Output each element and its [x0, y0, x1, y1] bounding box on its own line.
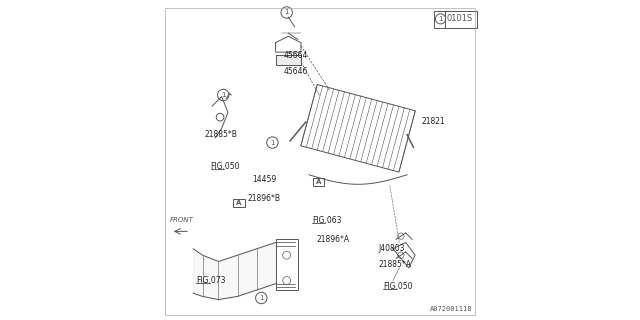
- Text: FIG.073: FIG.073: [196, 276, 226, 285]
- Bar: [434, 11, 477, 28]
- Text: J40803: J40803: [379, 244, 405, 253]
- Text: 21896*A: 21896*A: [317, 235, 350, 244]
- Text: 1: 1: [270, 140, 275, 146]
- Text: 21885*A: 21885*A: [379, 260, 412, 269]
- Text: 1: 1: [221, 92, 225, 98]
- Text: A072001118: A072001118: [430, 306, 472, 312]
- Text: 21896*B: 21896*B: [247, 194, 280, 203]
- Text: FRONT: FRONT: [170, 218, 194, 223]
- Bar: [276, 239, 298, 290]
- Bar: [234, 199, 245, 207]
- Text: 1: 1: [259, 295, 264, 301]
- Polygon shape: [276, 55, 301, 65]
- Text: FIG.050: FIG.050: [211, 162, 240, 171]
- Text: 14459: 14459: [252, 174, 276, 184]
- Bar: [313, 178, 324, 186]
- Text: 1: 1: [438, 16, 443, 22]
- Text: 45646: 45646: [284, 67, 308, 76]
- Text: 21885*B: 21885*B: [204, 130, 237, 139]
- Text: A: A: [236, 200, 242, 206]
- Text: FIG.050: FIG.050: [383, 282, 413, 292]
- Text: 0101S: 0101S: [447, 14, 473, 23]
- Text: 45664: 45664: [284, 51, 308, 60]
- Text: A: A: [316, 179, 321, 185]
- Text: 21821: 21821: [422, 117, 445, 126]
- Text: FIG.063: FIG.063: [312, 216, 342, 225]
- Text: 1: 1: [284, 10, 289, 15]
